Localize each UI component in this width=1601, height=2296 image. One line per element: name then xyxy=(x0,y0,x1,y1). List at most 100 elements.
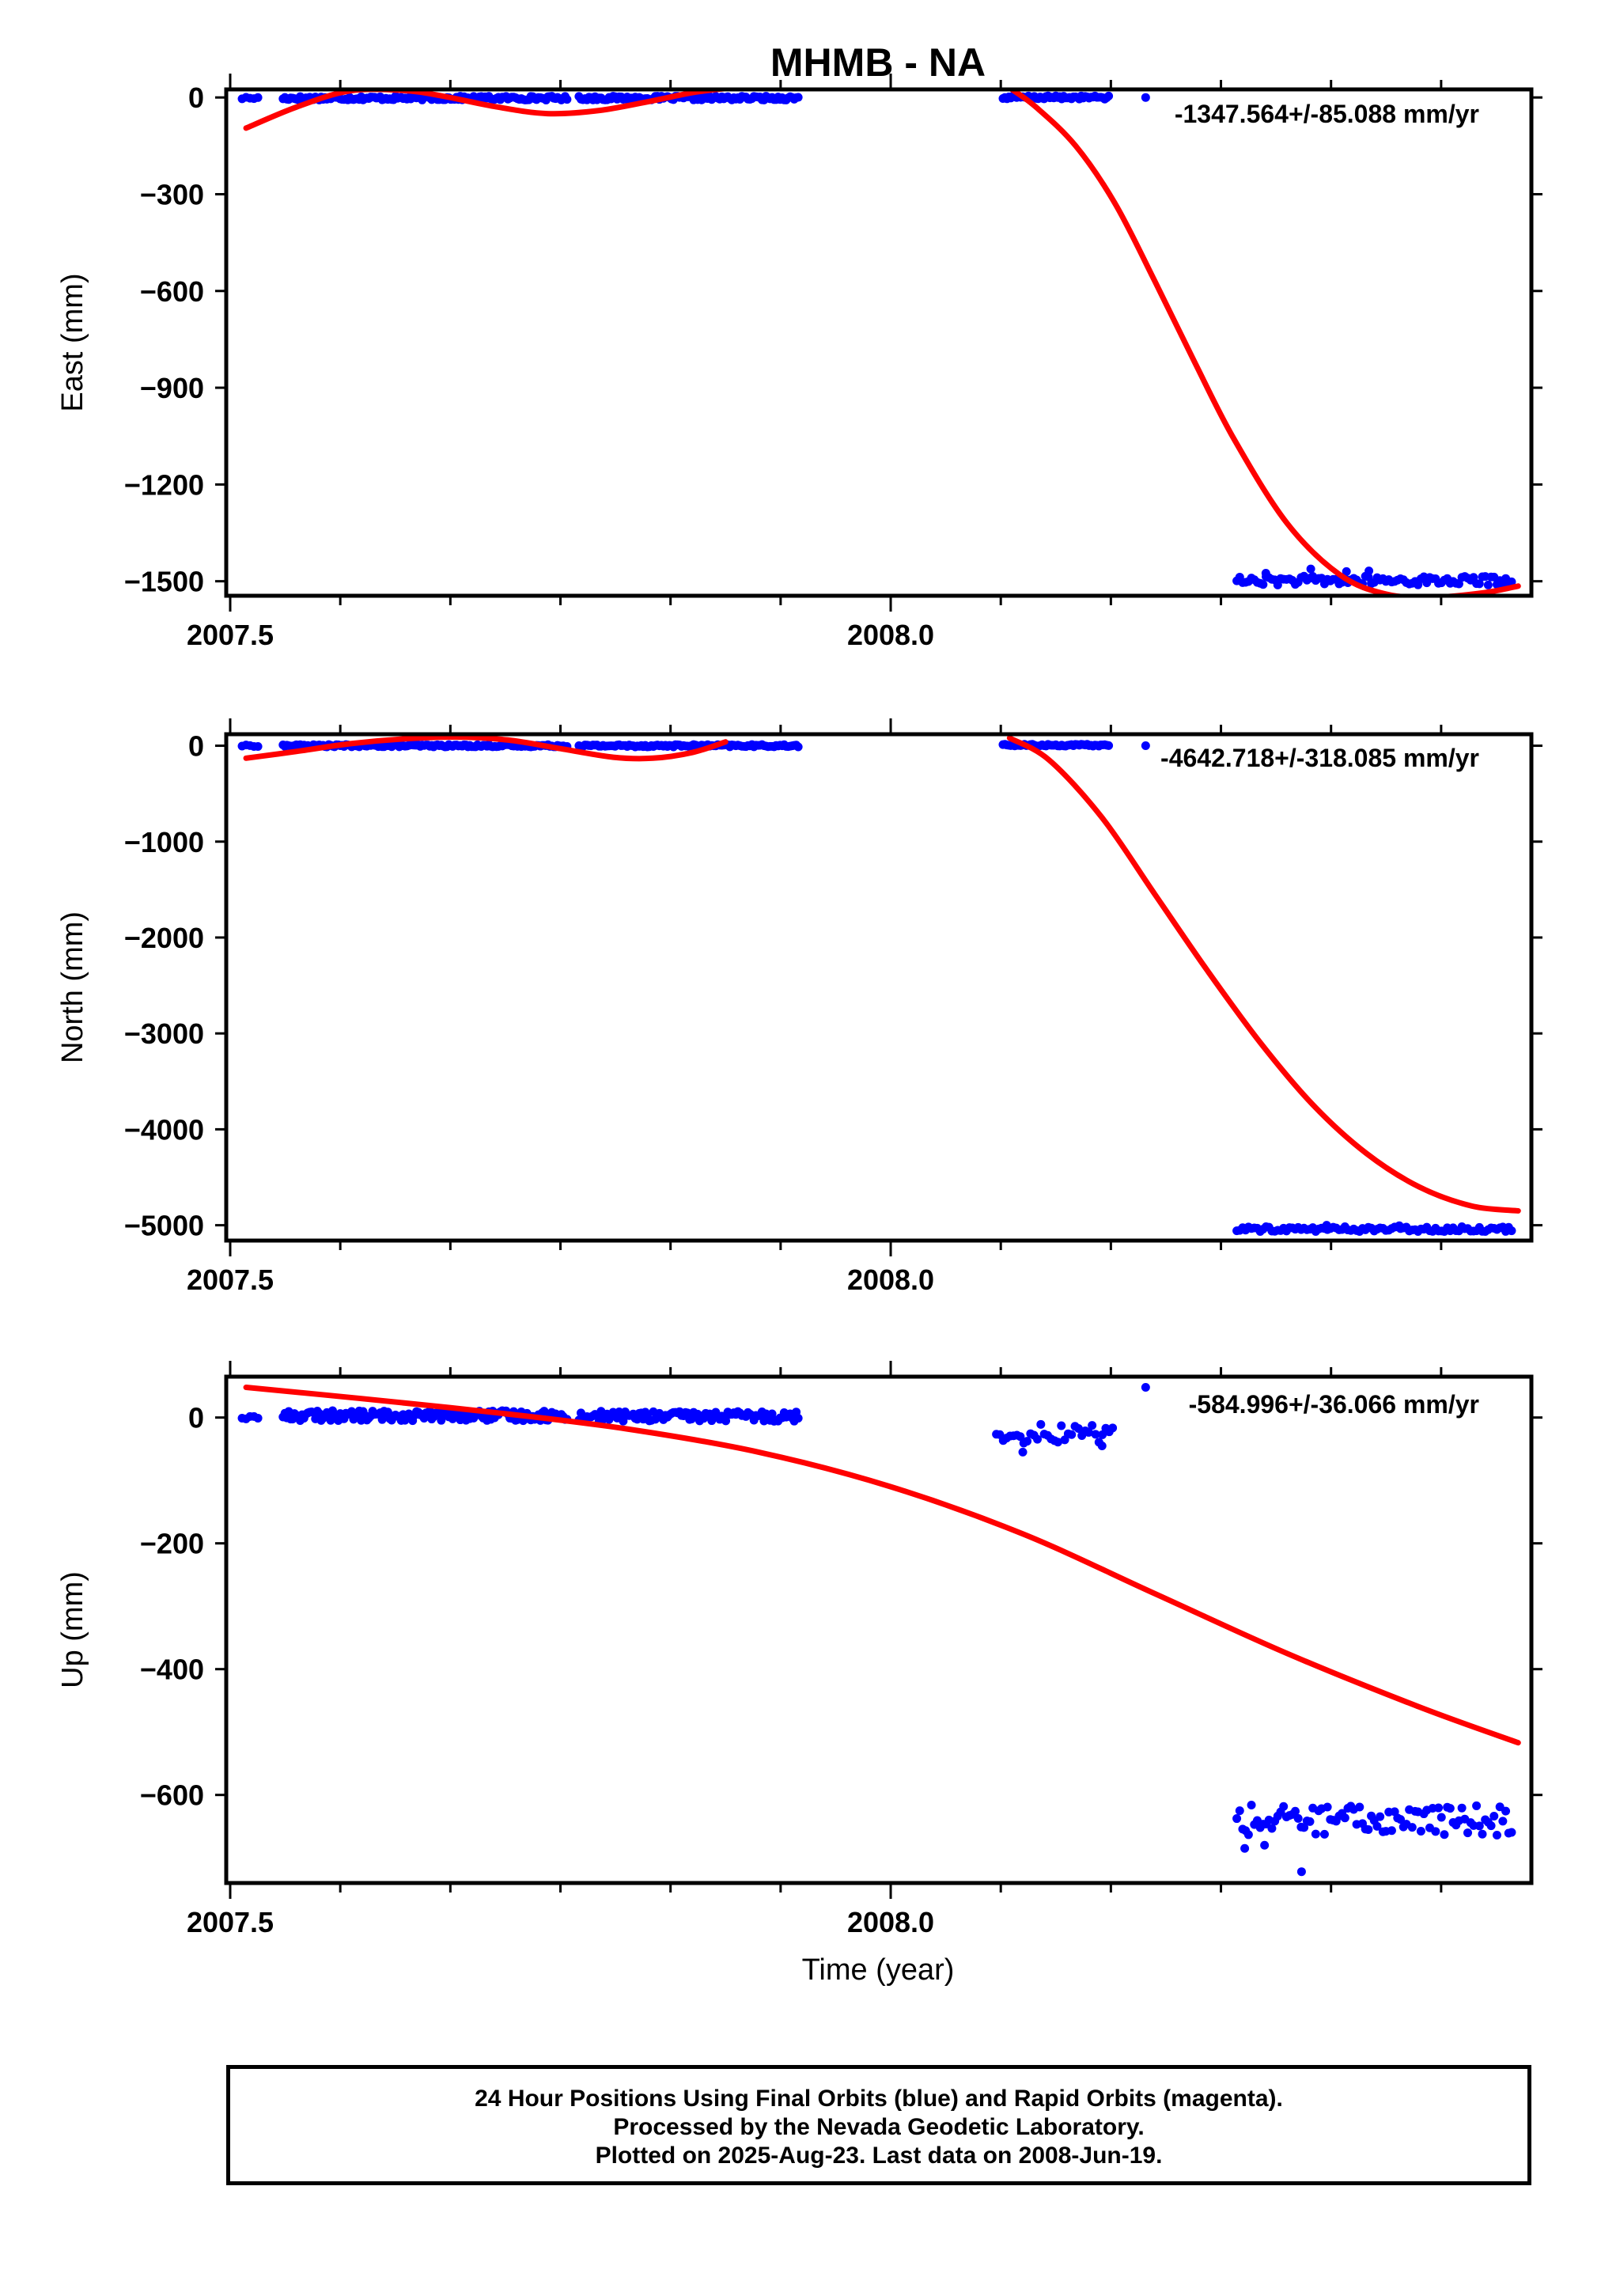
data-point xyxy=(1431,1827,1440,1836)
plot-frame xyxy=(224,732,1534,1243)
data-point xyxy=(1098,1430,1107,1439)
data-point xyxy=(1104,741,1114,750)
data-points xyxy=(237,740,1516,1236)
fit-curve xyxy=(243,1385,1521,1746)
x-tick-label: 2008.0 xyxy=(847,619,934,651)
data-point xyxy=(1507,1828,1516,1837)
up-panel: 0 −200 −400 −600 2007.5 2008.0 Up (mm) -584.996… xyxy=(56,1361,1542,1938)
fit-curve xyxy=(1006,735,1521,1214)
data-point xyxy=(1474,1821,1484,1831)
data-points xyxy=(237,1383,1516,1877)
data-point xyxy=(1387,1826,1396,1836)
y-tick-label: −1500 xyxy=(124,566,204,598)
data-point xyxy=(1053,1438,1062,1447)
data-point xyxy=(1322,1221,1331,1230)
x-tick-label: 2008.0 xyxy=(847,1264,934,1296)
data-point xyxy=(1260,1840,1270,1850)
data-point xyxy=(1364,566,1374,576)
x-tick-label: 2007.5 xyxy=(187,1264,274,1296)
y-tick-label: −4000 xyxy=(124,1113,204,1146)
data-point xyxy=(1057,1421,1066,1430)
footer-line-1: 24 Hour Positions Using Final Orbits (bl… xyxy=(475,2086,1283,2112)
data-point xyxy=(1492,1831,1501,1840)
data-point xyxy=(1364,1824,1373,1834)
x-tick-label: 2007.5 xyxy=(187,1906,274,1938)
data-point xyxy=(1108,1423,1118,1433)
data-points xyxy=(237,91,1516,589)
data-point xyxy=(253,1413,263,1423)
data-point xyxy=(1279,1802,1289,1811)
data-point xyxy=(1243,1830,1253,1839)
data-point xyxy=(1463,1828,1473,1838)
data-point xyxy=(1141,741,1150,751)
y-tick-label: −1200 xyxy=(124,468,204,501)
x-axis-label: Time (year) xyxy=(802,1953,955,1987)
data-point xyxy=(1407,1823,1417,1832)
fit-curve xyxy=(1007,89,1521,596)
rate-label: -4642.718+/-318.085 mm/yr xyxy=(1160,744,1479,772)
data-point xyxy=(1474,579,1484,589)
y-axis-label: North (mm) xyxy=(56,911,89,1063)
data-point xyxy=(1372,1821,1382,1831)
data-point xyxy=(1445,1804,1455,1813)
data-point xyxy=(1141,1383,1150,1392)
data-point xyxy=(253,741,263,751)
data-point xyxy=(562,95,572,104)
data-point xyxy=(1416,1827,1425,1836)
data-point xyxy=(1306,564,1315,574)
y-tick-label: −600 xyxy=(140,275,204,308)
data-point xyxy=(327,1406,337,1415)
footer-line-2: Processed by the Nevada Geodetic Laborat… xyxy=(613,2114,1145,2140)
data-point xyxy=(1305,1817,1315,1826)
data-point xyxy=(1395,1221,1404,1230)
y-tick-label: −3000 xyxy=(124,1017,204,1050)
east-panel: 0 −300 −600 −900 −1200 −1500 2007.5 2008.0 East … xyxy=(56,74,1542,651)
data-point xyxy=(1507,1226,1516,1236)
footer-line-3: Plotted on 2025-Aug-23. Last data on 200… xyxy=(595,2143,1163,2169)
data-point xyxy=(1311,1829,1320,1839)
y-tick-label: −2000 xyxy=(124,922,204,954)
y-tick-label: 0 xyxy=(188,81,204,114)
data-point xyxy=(1486,1821,1496,1831)
data-point xyxy=(1501,1806,1511,1816)
data-point xyxy=(1340,1813,1349,1823)
data-point xyxy=(615,1408,624,1417)
fit-curve xyxy=(243,734,729,762)
data-point xyxy=(793,93,803,102)
data-point xyxy=(1498,1817,1508,1826)
data-point xyxy=(793,1414,803,1423)
data-point xyxy=(1290,1806,1300,1816)
y-tick-label: −1000 xyxy=(124,826,204,858)
data-point xyxy=(1073,1423,1083,1433)
data-point xyxy=(1258,580,1268,589)
data-point xyxy=(1296,1867,1306,1877)
data-point xyxy=(1440,1830,1449,1839)
data-point xyxy=(1232,1814,1242,1824)
data-point xyxy=(1033,1434,1043,1444)
data-point xyxy=(1454,579,1463,589)
data-point xyxy=(1261,568,1270,578)
chart-title: MHMB - NA xyxy=(770,40,986,85)
data-point xyxy=(1036,1419,1046,1429)
y-tick-label: −300 xyxy=(140,178,204,210)
data-point xyxy=(1247,1801,1256,1810)
data-point xyxy=(1141,93,1150,102)
data-point xyxy=(1478,1829,1487,1839)
data-point xyxy=(1023,1437,1032,1446)
y-tick-label: −900 xyxy=(140,372,204,404)
data-point xyxy=(721,1416,731,1426)
fit-curve xyxy=(243,89,729,131)
data-point xyxy=(1319,1829,1329,1839)
y-tick-label: −400 xyxy=(140,1654,204,1686)
plot-frame xyxy=(224,1374,1534,1885)
x-tick-label: 2007.5 xyxy=(187,619,274,651)
y-axis-label: Up (mm) xyxy=(56,1571,89,1688)
y-tick-label: −600 xyxy=(140,1779,204,1812)
model-fit xyxy=(243,89,1521,596)
data-point xyxy=(793,742,803,752)
data-point xyxy=(1483,580,1493,589)
y-tick-label: −5000 xyxy=(124,1210,204,1242)
data-point xyxy=(1067,1430,1077,1439)
data-point xyxy=(1472,1801,1482,1810)
